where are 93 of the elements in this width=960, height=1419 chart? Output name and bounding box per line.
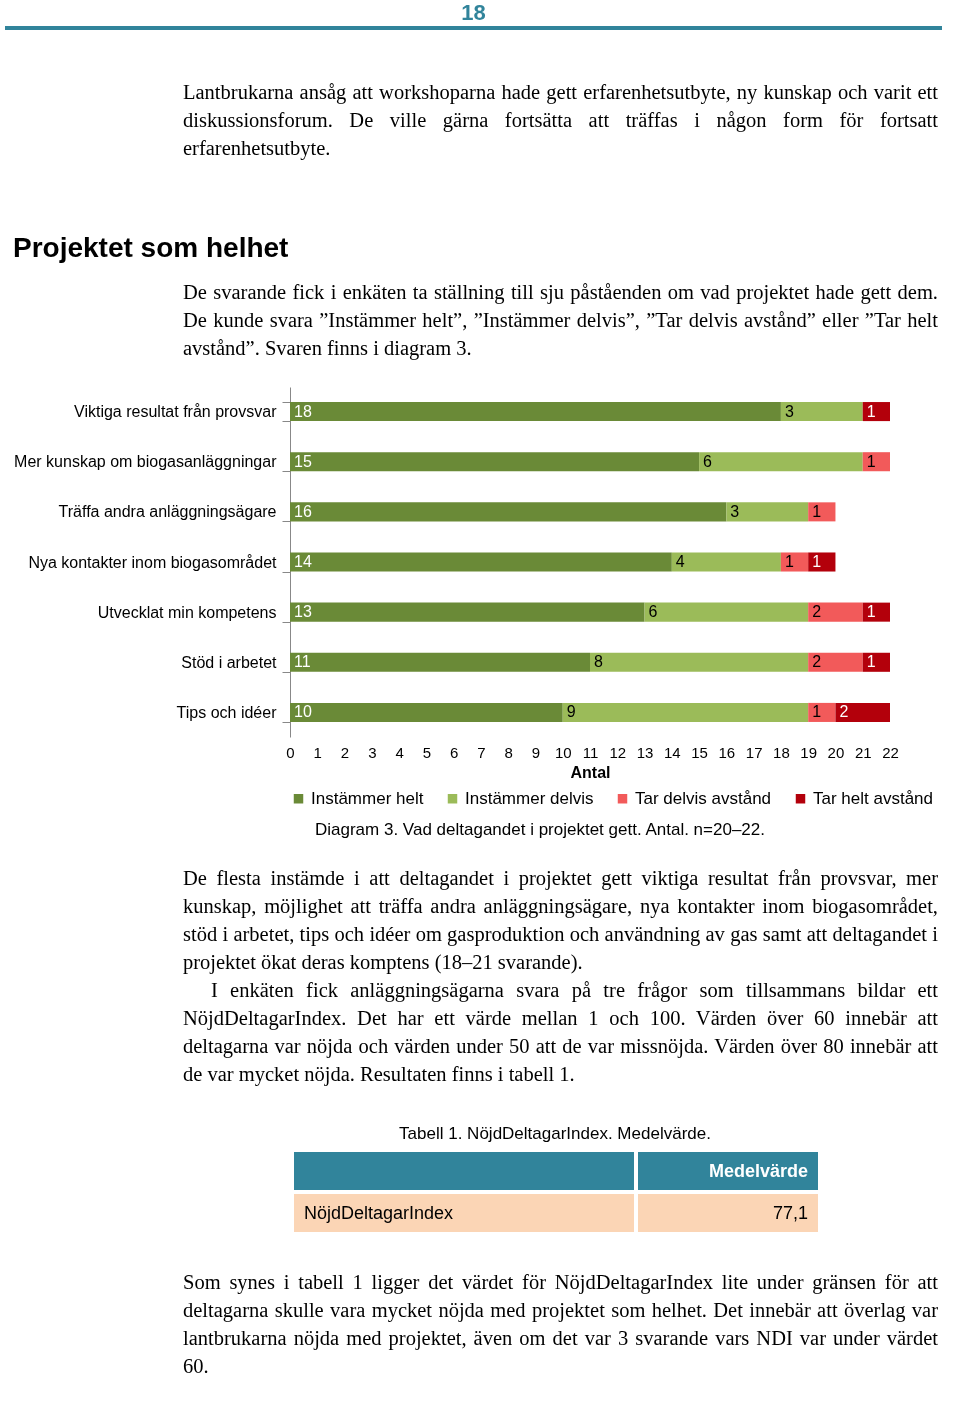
text: Medelvärde — [638, 1152, 818, 1190]
data-label: 2 — [812, 653, 822, 671]
data-label: 14 — [294, 553, 312, 570]
bar — [671, 552, 781, 572]
bar — [808, 602, 863, 622]
legend-label: Tar helt avstånd — [813, 788, 934, 808]
bar — [780, 402, 863, 422]
x-tick-label: 3 — [368, 743, 377, 761]
data-label: 10 — [294, 703, 312, 721]
y-tick-label: Tips och idéer — [176, 703, 278, 721]
x-tick-label: 14 — [663, 743, 681, 761]
legend-label: Instämmer helt — [311, 788, 424, 808]
data-label: 1 — [784, 553, 794, 570]
x-tick-label: 1 — [313, 743, 322, 761]
data-label: 2 — [839, 703, 849, 721]
data-label: 11 — [294, 653, 311, 671]
bar — [835, 702, 890, 722]
bar — [808, 502, 836, 522]
bar — [290, 652, 590, 672]
x-tick-label: 7 — [477, 743, 486, 761]
text: De flesta instämde i att deltagandet i projektet gett viktiga resultat från provsvar, mer kunskap, möjlighet att träffa andra anläggningsägare, nya kontakter inom biogasområdet, stöd i arbetet, tips och idéer om gasproduktion och användning av gas samt att deltagandet i projektet ökat deras komptens (18–21 svarande). — [183, 866, 938, 976]
y-tick-label: Nya kontakter inom biogasområdet — [28, 553, 278, 571]
text: NöjdDeltagarIndex — [294, 1194, 634, 1232]
legend-label: Instämmer delvis — [465, 788, 594, 808]
x-tick-label: 16 — [718, 743, 736, 761]
data-label: 1 — [866, 452, 876, 470]
y-tick-label: Stöd i arbetet — [181, 653, 278, 671]
bar — [290, 502, 727, 522]
x-tick-label: 6 — [449, 743, 459, 761]
x-tick-label: 13 — [636, 743, 654, 761]
x-tick-label: 22 — [882, 743, 899, 761]
text: Lantbrukarna ansåg att workshoparna hade gett erfarenhetsutbyte, ny kunskap och varit ett diskussionsforum. De ville gärna fortsätta att träffas i någon form för fortsatt erfarenhetsutbyte. — [183, 80, 938, 162]
y-tick-label: Träffa andra anläggningsägare — [58, 503, 277, 521]
text: De svarande fick i enkäten ta ställning till sju påståenden om vad projektet hade gett dem. De kunde svara ”Instämmer helt”, ”Instämmer delvis”, ”Tar delvis avstånd” eller ”Tar helt avstånd”. Svaren finns i diagram 3. — [183, 280, 938, 362]
text: Diagram 3. Vad deltagandet i projektet gett. Antal. n=20–22. — [314, 820, 766, 840]
data-label: 1 — [812, 553, 822, 570]
x-tick-label: 20 — [827, 743, 845, 761]
bar — [590, 652, 809, 672]
x-tick-label: 9 — [531, 743, 541, 761]
data-label: 1 — [866, 653, 876, 671]
x-tick-label: 5 — [422, 743, 432, 761]
x-tick-label: 12 — [609, 743, 627, 761]
data-label: 16 — [294, 502, 312, 520]
legend-label: Tar delvis avstånd — [635, 788, 772, 808]
data-label: 1 — [866, 402, 876, 420]
text: 18 — [5, 0, 942, 30]
y-tick-label: Mer kunskap om biogasanläggningar — [14, 453, 278, 471]
x-tick-label: 21 — [854, 743, 872, 761]
x-tick-label: 19 — [800, 743, 818, 761]
data-label: 18 — [294, 402, 312, 420]
bar — [699, 452, 863, 472]
data-label: 15 — [294, 452, 312, 470]
x-tick-label: 15 — [691, 743, 708, 761]
data-label: 1 — [866, 603, 876, 621]
data-label: 2 — [812, 603, 822, 621]
bar — [644, 602, 809, 622]
data-label: 6 — [648, 603, 658, 621]
bar — [780, 552, 809, 572]
data-label: 3 — [784, 402, 794, 420]
bar — [290, 702, 563, 722]
y-tick-label: Viktiga resultat från provsvar — [74, 403, 278, 421]
bar — [808, 552, 836, 572]
data-label: 3 — [730, 502, 740, 520]
text: Tabell 1. NöjdDeltagarIndex. Medelvärde. — [398, 1124, 712, 1144]
bar — [290, 602, 645, 622]
data-label: 4 — [675, 553, 685, 570]
text: 77,1 — [638, 1194, 818, 1232]
data-label: 1 — [812, 502, 822, 520]
data-label: 13 — [294, 603, 312, 621]
x-tick-label: 2 — [340, 743, 350, 761]
x-tick-label: 11 — [582, 743, 599, 761]
y-tick-label: Utvecklat min kompetens — [97, 603, 277, 621]
bar — [808, 652, 863, 672]
bar — [290, 552, 672, 572]
x-tick-label: 17 — [745, 743, 763, 761]
chart-title: Projektet som helhet — [13, 232, 290, 264]
bar — [726, 502, 809, 522]
bar — [290, 452, 700, 472]
bar — [808, 702, 836, 722]
x-tick-label: 10 — [554, 743, 572, 761]
data-label: 8 — [594, 653, 603, 671]
x-tick-label: 18 — [773, 743, 790, 761]
data-label: 6 — [703, 452, 713, 470]
bar — [562, 702, 809, 722]
bar — [290, 402, 781, 422]
x-tick-label: 4 — [395, 743, 404, 761]
x-tick-label: 8 — [504, 743, 513, 761]
data-label: 1 — [812, 703, 822, 721]
x-tick-label: 0 — [286, 743, 295, 761]
data-label: 9 — [566, 703, 576, 721]
text: Som synes i tabell 1 ligger det värdet för NöjdDeltagarIndex lite under gränsen för att deltagarna skulle vara mycket nöjda med projektet som helhet. Det innebär att överlag var lantbrukarna nöjda med projektet, även om det var 3 svarande vars NDI var under värdet 60. — [183, 1270, 938, 1379]
text: I enkäten fick anläggningsägarna svara på tre frågor som tillsammans bildar ett NöjdDeltagarIndex. Det har ett värde mellan 1 och 100. Värden över 60 innebär att deltagarna var nöjda och värden under 50 att de var missnöjda. Värden över 80 innebär att de var mycket nöjda. Resultaten finns i tabell 1. — [183, 978, 938, 1088]
x-axis-title: Antal — [570, 763, 611, 781]
